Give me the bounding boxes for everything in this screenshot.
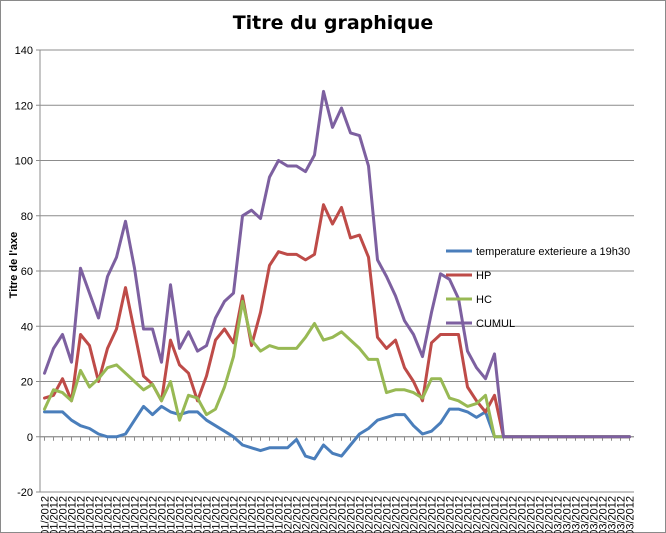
x-tick-label: 22/01/2012 [184,496,196,533]
x-tick-label: 03/03/2012 [571,496,583,533]
y-tick-label: -20 [17,487,33,499]
x-tick-label: 26/01/2012 [229,496,241,533]
x-tick-label: 01/03/2012 [553,496,565,533]
y-tick-labels: -20 0 20 40 60 80 100 120 140 [15,45,33,499]
x-tick-label: 27/01/2012 [238,496,250,533]
y-tick-label: 80 [21,211,33,223]
x-tick-label: 06/02/2012 [337,496,349,533]
series-line [43,203,631,439]
x-tick-label: 20/02/2012 [463,496,475,533]
x-tick-label: 25/01/2012 [220,496,232,533]
x-tick-label: 13/01/2012 [94,496,106,533]
x-tick-label: 23/01/2012 [202,496,214,533]
y-tick-label: 0 [27,432,33,444]
x-tick-label: 30/01/2012 [265,496,277,533]
x-tick-label: 07/03/2012 [607,496,619,533]
x-tick-label: 04/03/2012 [580,496,592,533]
legend: temperature exterieure a 19h30 HP HC CUMUL [446,246,630,330]
series-line [43,89,631,439]
x-tick-label: 28/02/2012 [535,496,547,533]
x-tick-label: 10/02/2012 [373,496,385,533]
x-tick-label: 29/02/2012 [544,496,556,533]
x-tick-label: 22/02/2012 [481,496,493,533]
x-tick-label: 10/01/2012 [58,496,70,533]
x-tick-label: 05/02/2012 [328,496,340,533]
x-tick-label: 19/02/2012 [454,496,466,533]
x-tick-label: 10/01/2012 [49,496,61,533]
x-tick-label: 07/02/2012 [346,496,358,533]
y-tick-label: 120 [15,100,33,112]
x-tick-label: 17/01/2012 [130,496,142,533]
x-tick-label: 09/02/2012 [364,496,376,533]
x-tick-label: 11/01/2012 [67,496,79,533]
series-lines [43,89,631,461]
legend-label: HP [476,270,491,282]
x-tick-label: 02/03/2012 [562,496,574,533]
x-tick-label: 24/02/2012 [499,496,511,533]
x-tick-labels: 09/01/201210/01/201210/01/201211/01/2012… [40,436,637,533]
x-tick-label: 25/02/2012 [508,496,520,533]
y-tick-label: 20 [21,377,33,389]
x-tick-label: 18/01/2012 [139,496,151,533]
y-tick-label: 100 [15,156,33,168]
x-tick-label: 12/01/2012 [76,496,88,533]
x-tick-label: 27/02/2012 [526,496,538,533]
y-tick-label: 40 [21,321,33,333]
x-tick-label: 12/02/2012 [391,496,403,533]
x-tick-label: 13/02/2012 [400,496,412,533]
x-tick-label: 01/02/2012 [283,496,295,533]
x-tick-label: 29/01/2012 [256,496,268,533]
x-tick-label: 05/03/2012 [589,496,601,533]
chart-title: Titre du graphique [232,12,434,34]
grid-lines [36,49,634,493]
x-tick-label: 21/01/2012 [175,496,187,533]
x-tick-label: 03/02/2012 [310,496,322,533]
x-tick-label: 01/02/2012 [292,496,304,533]
x-tick-label: 15/02/2012 [418,496,430,533]
x-tick-label: 26/02/2012 [517,496,529,533]
x-tick-label: 08/03/2012 [616,496,628,533]
x-tick-label: 19/01/2012 [157,496,169,533]
x-tick-label: 04/02/2012 [319,496,331,533]
legend-label: HC [476,294,492,306]
x-tick-label: 11/02/2012 [382,496,394,533]
x-tick-label: 20/01/2012 [166,496,178,533]
y-axis-label: Titre de l'axe [8,232,20,299]
x-tick-label: 02/02/2012 [301,496,313,533]
legend-label: CUMUL [476,318,515,330]
x-tick-label: 23/02/2012 [490,496,502,533]
x-tick-label: 28/01/2012 [247,496,259,533]
series-line [43,404,631,461]
x-tick-label: 15/01/2012 [112,496,124,533]
x-tick-label: 09/01/2012 [40,496,52,533]
y-tick-label: 140 [15,45,33,57]
x-tick-label: 24/01/2012 [211,496,223,533]
x-tick-label: 14/01/2012 [103,496,115,533]
x-tick-label: 16/02/2012 [427,496,439,533]
x-tick-label: 19/01/2012 [148,496,160,533]
x-tick-label: 16/01/2012 [121,496,133,533]
x-tick-label: 31/01/2012 [274,496,286,533]
x-tick-label: 09/03/2012 [625,496,637,533]
x-tick-label: 18/02/2012 [445,496,457,533]
legend-label: temperature exterieure a 19h30 [476,246,630,258]
x-tick-label: 14/02/2012 [409,496,421,533]
x-tick-label: 21/02/2012 [472,496,484,533]
x-tick-label: 06/03/2012 [598,496,610,533]
x-tick-label: 08/02/2012 [355,496,367,533]
x-tick-label: 23/01/2012 [193,496,205,533]
y-tick-label: 60 [21,266,33,278]
x-tick-label: 12/01/2012 [85,496,97,533]
x-tick-label: 17/02/2012 [436,496,448,533]
